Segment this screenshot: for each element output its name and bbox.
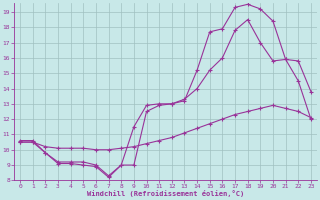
X-axis label: Windchill (Refroidissement éolien,°C): Windchill (Refroidissement éolien,°C) [87, 190, 244, 197]
